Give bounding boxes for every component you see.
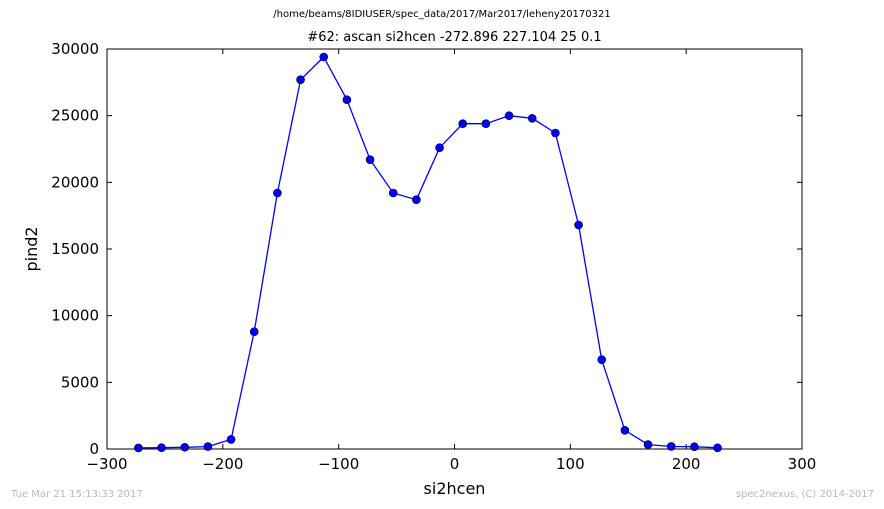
axis-ticks	[106, 48, 803, 450]
data-point	[226, 435, 236, 444]
data-point	[388, 188, 398, 198]
data-points	[134, 52, 722, 453]
x-tick-label: 0	[450, 455, 460, 473]
data-point	[134, 443, 143, 453]
data-point	[157, 443, 166, 452]
data-point	[319, 52, 329, 62]
x-axis-label: si2hcen	[424, 479, 486, 498]
chart-title: #62: ascan si2hcen -272.896 227.104 25 0…	[307, 30, 602, 45]
data-point	[342, 95, 352, 104]
x-tick-label: −200	[202, 455, 243, 473]
y-tick-label: 5000	[61, 373, 99, 391]
y-tick-label: 0	[89, 440, 99, 458]
x-tick-label: 100	[556, 455, 585, 473]
data-point	[249, 327, 259, 336]
footer-credit: spec2nexus, (C) 2014-2017	[735, 489, 874, 500]
data-point	[504, 111, 514, 120]
data-point	[458, 119, 468, 128]
x-tick-label: 300	[788, 455, 817, 473]
y-tick-label: 25000	[51, 107, 99, 125]
series-line	[138, 55, 718, 449]
y-tick-label: 15000	[51, 240, 99, 258]
y-tick-label: 30000	[51, 40, 99, 58]
data-point	[643, 440, 653, 449]
data-point	[666, 442, 676, 451]
y-axis-label: pind2	[22, 226, 41, 271]
data-point	[412, 195, 421, 204]
data-point	[180, 442, 190, 452]
data-point	[527, 114, 537, 123]
data-point	[435, 143, 444, 152]
data-point	[203, 442, 213, 451]
data-point	[690, 442, 699, 452]
y-tick-label: 20000	[51, 173, 99, 191]
axis-tick-labels: −300 −200 −100 0 100 200 300 0 5000 10000 15000 200…	[51, 40, 816, 473]
data-point	[574, 220, 583, 230]
x-tick-label: −300	[86, 455, 127, 473]
data-point	[296, 75, 305, 84]
data-point	[551, 128, 560, 138]
data-point	[481, 119, 491, 128]
footer-timestamp: Tue Mar 21 15:13:33 2017	[11, 489, 143, 500]
data-point	[597, 355, 607, 364]
x-tick-label: 200	[672, 455, 701, 473]
y-tick-label: 10000	[51, 307, 99, 325]
data-point	[620, 426, 630, 435]
data-point	[273, 188, 282, 198]
x-tick-label: −100	[318, 455, 359, 473]
data-point	[365, 155, 375, 164]
plot-area-frame	[106, 48, 803, 450]
data-point	[713, 443, 722, 453]
figure-suptitle: /home/beams/8IDIUSER/spec_data/2017/Mar2…	[273, 9, 611, 20]
